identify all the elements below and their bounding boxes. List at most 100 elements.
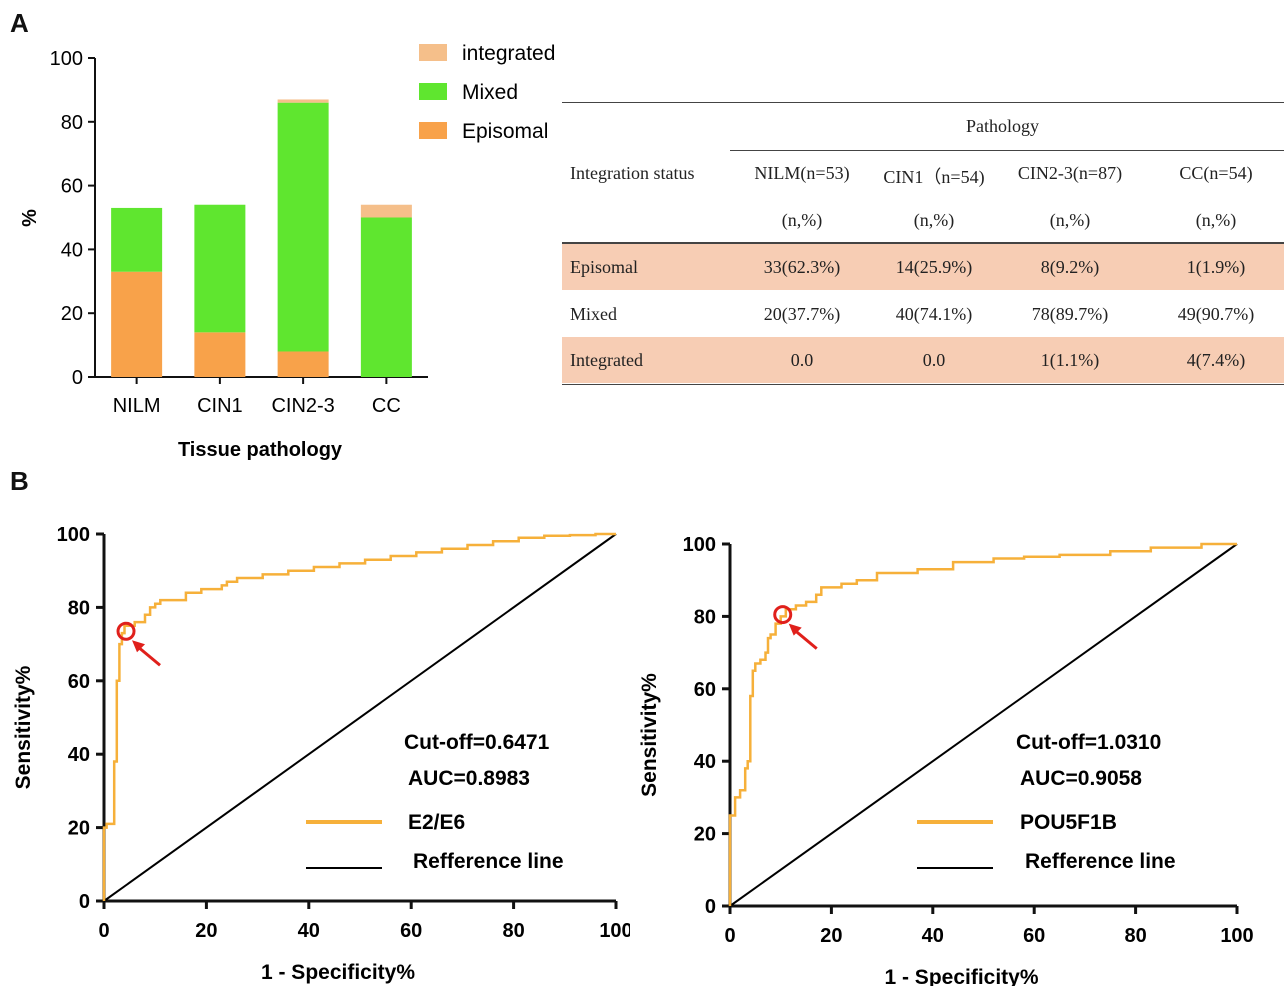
y-tick-label: 80 xyxy=(61,112,83,134)
table-cell: 1(1.9%) xyxy=(1186,257,1246,277)
table-row-label: Integrated xyxy=(570,350,643,370)
table-cell: 33(62.3%) xyxy=(763,257,841,277)
x-tick-label: 80 xyxy=(502,920,524,942)
table-row-label: Mixed xyxy=(570,303,617,324)
bar-segment xyxy=(360,217,412,377)
cutoff-annotation: Cut-off=1.0310 xyxy=(1016,731,1161,754)
y-tick-label: 40 xyxy=(61,239,83,261)
y-tick-label: 0 xyxy=(72,367,83,389)
roc-chart-pou5f1b: 00 20 20 40 40 60 60 80 80 100 100 Cut-off=1.0310 AU… xyxy=(638,534,1254,986)
legend-swatch xyxy=(419,122,447,139)
table-cell: 20(37.7%) xyxy=(763,303,841,324)
x-axis-title: 1 - Specificity% xyxy=(261,961,415,984)
table-row-header: Integration status xyxy=(570,163,695,183)
table-row-shading xyxy=(562,337,1284,383)
x-tick-label: 80 xyxy=(1124,925,1146,947)
table-header-rule xyxy=(562,242,1284,244)
table-cell: 1(1.1%) xyxy=(1040,350,1100,370)
legend-label: Refference line xyxy=(413,850,564,873)
table-top-rule xyxy=(562,102,1284,103)
table-cell: 0.0 xyxy=(922,350,946,370)
legend-swatch xyxy=(419,44,447,61)
x-tick-label: 60 xyxy=(400,920,422,942)
roc-chart-e2e6: 00 20 20 40 40 60 60 80 80 100 100 Cut-off=0.6471 AU… xyxy=(12,524,630,984)
auc-annotation: AUC=0.9058 xyxy=(1020,767,1142,790)
bar-segment xyxy=(111,271,163,377)
x-tick-label: NILM xyxy=(113,395,161,417)
y-tick-label: 0 xyxy=(79,891,90,913)
x-tick-label: CC xyxy=(372,395,401,417)
legend-label: Episomal xyxy=(462,120,548,143)
reference-line xyxy=(103,533,617,902)
x-tick-label: CIN2-3 xyxy=(271,395,334,417)
panel-label-a: A xyxy=(10,8,29,38)
y-tick-label: 100 xyxy=(50,48,83,70)
table-cell: 8(9.2%) xyxy=(1040,257,1100,277)
y-tick-label: 20 xyxy=(61,303,83,325)
table-bottom-rule xyxy=(562,384,1284,385)
x-axis-title: Tissue pathology xyxy=(178,439,343,461)
table-column-unit: (n,%) xyxy=(913,210,955,230)
table-row-label: Episomal xyxy=(570,257,638,277)
y-tick-label: 80 xyxy=(694,606,716,628)
y-tick-label: 100 xyxy=(683,534,716,556)
bar-segment xyxy=(360,204,412,218)
y-tick-label: 40 xyxy=(694,751,716,773)
y-tick-label: 80 xyxy=(68,597,90,619)
y-axis-title: % xyxy=(19,209,41,227)
bar-segment xyxy=(111,207,163,272)
table-column-header: CIN2-3(n=87) xyxy=(1017,163,1123,183)
x-tick-label: 20 xyxy=(820,925,842,947)
x-tick-label: 20 xyxy=(195,920,217,942)
table-column-unit: (n,%) xyxy=(1195,210,1237,230)
table-cell: 14(25.9%) xyxy=(895,257,973,277)
stacked-bar-chart: 0 20 40 60 80 100 NILM CIN1 CIN2-3 CC Tissue patho… xyxy=(19,42,555,461)
legend-label: Mixed xyxy=(462,81,518,104)
cutoff-arrow-head xyxy=(788,623,802,636)
panel-label-b: B xyxy=(10,466,29,496)
x-tick-label: 100 xyxy=(599,920,630,942)
table-cell: 0.0 xyxy=(790,350,814,370)
cutoff-arrow-head xyxy=(132,640,146,653)
legend-label: E2/E6 xyxy=(408,811,465,834)
y-tick-label: 60 xyxy=(68,671,90,693)
bar-segment xyxy=(277,99,329,103)
y-tick-label: 20 xyxy=(68,818,90,840)
auc-annotation: AUC=0.8983 xyxy=(408,767,530,790)
table-cell: 49(90.7%) xyxy=(1177,303,1255,324)
table-group-header: Pathology xyxy=(966,116,1040,136)
legend-label: POU5F1B xyxy=(1020,811,1117,834)
y-tick-label: 40 xyxy=(68,744,90,766)
table-cell: 40(74.1%) xyxy=(895,303,973,324)
legend-swatch xyxy=(419,83,447,100)
y-tick-label: 60 xyxy=(694,679,716,701)
y-tick-label: 100 xyxy=(57,524,90,546)
bar-segment xyxy=(277,351,329,377)
table-row-shading xyxy=(562,244,1284,290)
table-column-header: CC(n=54) xyxy=(1179,163,1253,183)
legend-label: integrated xyxy=(462,42,555,65)
bar-segment xyxy=(194,332,246,377)
table-column-unit: (n,%) xyxy=(1049,210,1091,230)
x-tick-label: 40 xyxy=(298,920,320,942)
y-axis-title: Sensitivity% xyxy=(638,673,661,797)
table-group-rule xyxy=(730,150,1284,151)
y-tick-label: 20 xyxy=(694,824,716,846)
x-tick-label: 0 xyxy=(724,925,735,947)
bar-segment xyxy=(277,102,329,352)
x-tick-label: 40 xyxy=(922,925,944,947)
cutoff-annotation: Cut-off=0.6471 xyxy=(404,731,550,754)
y-tick-label: 0 xyxy=(705,896,716,918)
legend-label: Refference line xyxy=(1025,850,1176,873)
cutoff-marker xyxy=(116,621,136,641)
cutoff-marker xyxy=(773,605,793,625)
x-tick-label: CIN1 xyxy=(197,395,243,417)
bar-segment xyxy=(194,204,246,333)
y-axis-title: Sensitivity% xyxy=(12,665,35,789)
roc-curve xyxy=(728,542,1237,906)
integration-status-table: Pathology Integration status NILM(n=53) (… xyxy=(562,102,1284,385)
table-cell: 78(89.7%) xyxy=(1031,303,1109,324)
table-column-header: NILM(n=53) xyxy=(754,163,850,183)
x-tick-label: 60 xyxy=(1023,925,1045,947)
x-tick-label: 100 xyxy=(1220,925,1253,947)
